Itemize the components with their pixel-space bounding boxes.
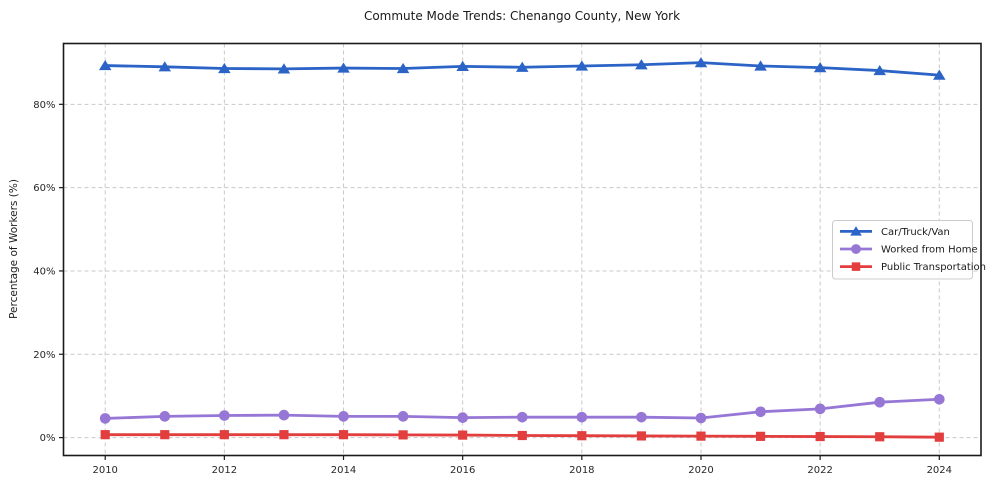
- circle-marker: [933, 393, 945, 405]
- square-marker: [934, 432, 944, 442]
- circle-marker: [397, 411, 409, 422]
- x-tick-label: 2020: [688, 465, 713, 476]
- legend-item-public-transportation: Public Transportation: [840, 262, 986, 273]
- square-marker: [458, 430, 468, 440]
- triangle-marker: [754, 60, 767, 71]
- legend-triangle-marker: [850, 226, 862, 236]
- legend-label: Car/Truck/Van: [881, 227, 950, 238]
- x-tick-label: 2012: [212, 465, 237, 476]
- circle-marker: [219, 410, 230, 421]
- triangle-marker: [635, 59, 648, 70]
- triangle-marker: [396, 62, 410, 74]
- legend-item-car-truck-van: Car/Truck/Van: [840, 226, 950, 238]
- gridlines: [63, 43, 981, 456]
- triangle-marker: [873, 64, 886, 76]
- circle-marker: [99, 413, 111, 424]
- triangle-marker: [515, 61, 529, 72]
- square-marker: [279, 430, 289, 440]
- plot-border: [62, 42, 982, 457]
- square-marker: [636, 431, 646, 441]
- circle-marker: [516, 411, 528, 423]
- triangle-marker: [218, 62, 231, 74]
- circle-marker: [576, 411, 588, 423]
- triangle-marker: [456, 60, 469, 72]
- triangle-marker: [98, 59, 112, 71]
- chart-title: Commute Mode Trends: Chenango County, Ne…: [363, 9, 681, 23]
- series-car-truck-van: [98, 57, 946, 80]
- legend-label: Worked from Home: [881, 245, 978, 256]
- circle-marker: [874, 396, 886, 408]
- x-tick-label: 2014: [331, 465, 356, 476]
- circle-marker: [338, 411, 349, 422]
- triangle-marker: [694, 57, 708, 68]
- square-marker: [219, 430, 229, 440]
- triangle-marker: [575, 60, 589, 71]
- series-public-transportation: [100, 430, 944, 442]
- square-marker: [875, 432, 885, 442]
- x-tick-label: 2018: [569, 465, 594, 476]
- legend-circle-marker: [851, 244, 861, 254]
- legend-box: [832, 220, 973, 280]
- circle-marker: [695, 412, 707, 424]
- axis-ticks: [59, 103, 940, 460]
- square-marker: [160, 430, 170, 440]
- circle-marker: [159, 411, 171, 422]
- y-tick-label: 20%: [33, 350, 55, 361]
- square-marker: [517, 430, 527, 441]
- circle-marker: [457, 412, 468, 423]
- legend-label: Public Transportation: [881, 262, 986, 273]
- x-tick-label: 2016: [450, 465, 475, 476]
- series-worked-from-home: [99, 393, 945, 424]
- square-marker: [815, 431, 825, 442]
- y-tick-label: 80%: [33, 100, 55, 111]
- circle-marker: [278, 409, 290, 421]
- square-marker: [577, 431, 587, 441]
- triangle-marker: [933, 69, 946, 80]
- circle-marker: [814, 403, 826, 415]
- square-marker: [338, 430, 349, 440]
- tick-labels: 2010 2012 2014 2016 2018 2020 2022 2024 0% 20% 40%…: [33, 100, 952, 476]
- square-marker: [696, 431, 706, 441]
- square-marker: [398, 430, 408, 440]
- circle-marker: [636, 411, 647, 423]
- square-marker: [100, 430, 110, 440]
- x-tick-label: 2024: [927, 465, 952, 476]
- y-tick-label: 0%: [40, 433, 56, 444]
- y-tick-label: 60%: [33, 183, 55, 194]
- triangle-marker: [158, 61, 172, 72]
- triangle-marker: [813, 62, 827, 73]
- legend-item-worked-from-home: Worked from Home: [840, 244, 978, 256]
- x-tick-label: 2022: [807, 465, 832, 476]
- triangle-marker: [337, 62, 350, 73]
- x-tick-label: 2010: [92, 465, 117, 476]
- circle-marker: [755, 406, 766, 418]
- triangle-marker: [277, 63, 291, 74]
- legend: Car/Truck/Van Worked from Home Public Tran…: [832, 220, 986, 280]
- y-tick-label: 40%: [33, 266, 55, 277]
- square-marker: [755, 431, 766, 441]
- legend-square-marker: [851, 262, 861, 271]
